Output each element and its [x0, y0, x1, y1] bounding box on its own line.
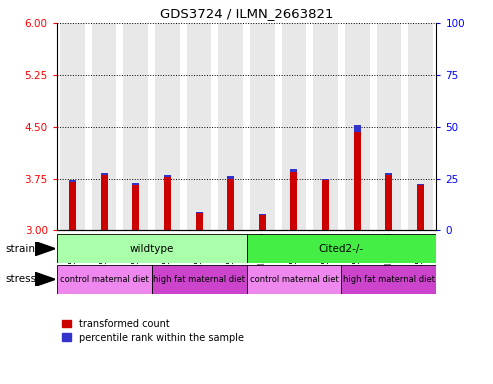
Bar: [377, 23, 401, 230]
Bar: [155, 23, 180, 230]
Polygon shape: [35, 273, 55, 286]
Bar: [386, 173, 392, 175]
Text: control maternal diet: control maternal diet: [60, 275, 148, 284]
Bar: [345, 23, 370, 230]
Text: strain: strain: [5, 243, 35, 254]
Bar: [227, 176, 234, 179]
Legend: transformed count, percentile rank within the sample: transformed count, percentile rank withi…: [62, 319, 244, 343]
Bar: [57, 234, 246, 263]
Bar: [164, 175, 171, 177]
Bar: [196, 212, 203, 213]
Bar: [92, 23, 116, 230]
Bar: [60, 23, 85, 230]
Bar: [341, 265, 436, 294]
Bar: [417, 184, 424, 185]
Bar: [132, 185, 139, 230]
Bar: [69, 182, 76, 230]
Bar: [57, 265, 152, 294]
Title: GDS3724 / ILMN_2663821: GDS3724 / ILMN_2663821: [160, 7, 333, 20]
Bar: [250, 23, 275, 230]
Bar: [354, 132, 361, 230]
Bar: [354, 126, 361, 132]
Bar: [322, 180, 329, 230]
Text: control maternal diet: control maternal diet: [249, 275, 338, 284]
Bar: [259, 215, 266, 230]
Text: wildtype: wildtype: [129, 243, 174, 254]
Bar: [408, 23, 433, 230]
Bar: [227, 179, 234, 230]
Bar: [313, 23, 338, 230]
Bar: [101, 173, 107, 175]
Bar: [187, 23, 211, 230]
Bar: [259, 214, 266, 215]
Bar: [246, 234, 436, 263]
Bar: [152, 265, 246, 294]
Text: high fat maternal diet: high fat maternal diet: [343, 275, 435, 284]
Bar: [386, 175, 392, 230]
Bar: [101, 175, 107, 230]
Text: stress: stress: [5, 274, 36, 285]
Bar: [196, 213, 203, 230]
Bar: [123, 23, 148, 230]
Bar: [282, 23, 306, 230]
Text: high fat maternal diet: high fat maternal diet: [153, 275, 245, 284]
Bar: [417, 185, 424, 230]
Bar: [218, 23, 243, 230]
Bar: [164, 177, 171, 230]
Bar: [132, 183, 139, 185]
Bar: [246, 265, 341, 294]
Bar: [290, 172, 297, 230]
Bar: [322, 179, 329, 180]
Text: Cited2-/-: Cited2-/-: [319, 243, 364, 254]
Polygon shape: [35, 242, 55, 256]
Bar: [290, 169, 297, 172]
Bar: [69, 180, 76, 182]
